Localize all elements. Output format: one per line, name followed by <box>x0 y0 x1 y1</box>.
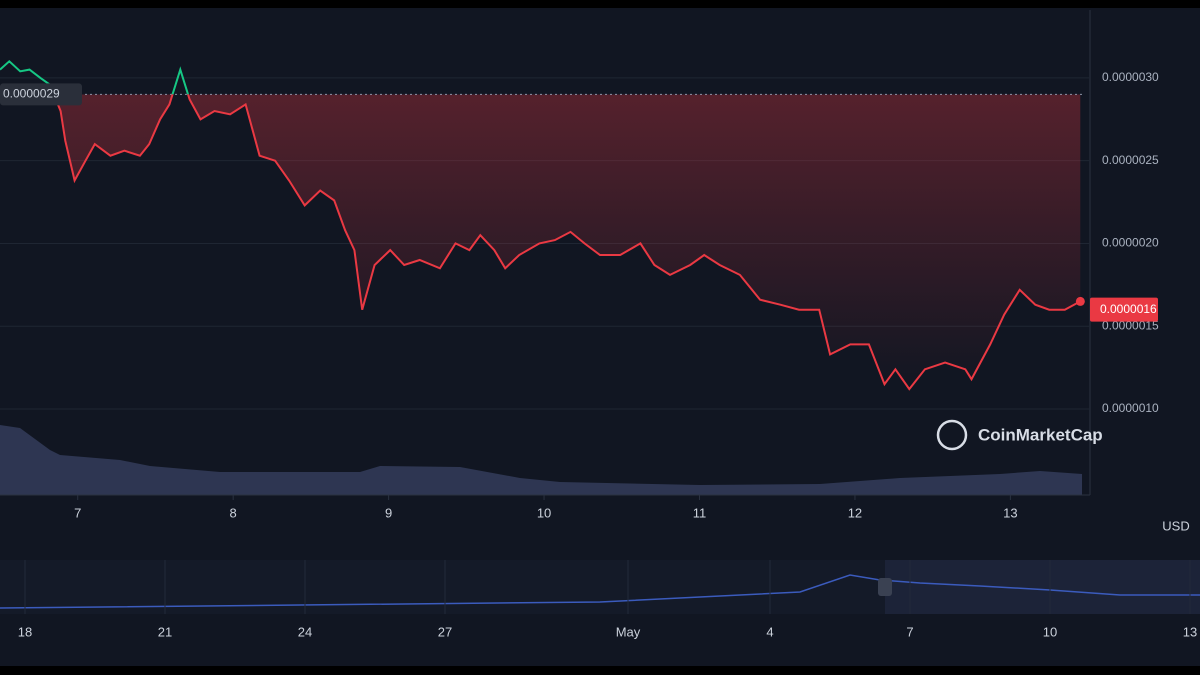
navigator-line <box>0 574 1200 609</box>
navigator-label: 4 <box>766 624 773 639</box>
navigator-label: 18 <box>18 624 32 639</box>
x-tick-label: 9 <box>385 505 392 520</box>
volume-area <box>0 425 1082 495</box>
y-tick-label: 0.0000025 <box>1102 153 1159 167</box>
x-tick-label: 12 <box>848 505 862 520</box>
navigator-label: 7 <box>906 624 913 639</box>
navigator-label: 27 <box>438 624 452 639</box>
x-tick-label: 7 <box>74 505 81 520</box>
currency-label: USD <box>1162 518 1189 533</box>
last-price-label: 0.0000016 <box>1100 302 1157 316</box>
baseline-label: 0.0000029 <box>3 87 60 101</box>
x-tick-label: 13 <box>1003 505 1017 520</box>
y-tick-label: 0.0000010 <box>1102 401 1159 415</box>
navigator-handle[interactable] <box>878 578 892 596</box>
x-tick-label: 10 <box>537 505 551 520</box>
y-tick-label: 0.0000015 <box>1102 318 1159 332</box>
last-point <box>1075 296 1085 306</box>
navigator-label: May <box>616 624 641 639</box>
brand: CoinMarketCap <box>978 425 1103 444</box>
navigator-window <box>885 560 1200 614</box>
navigator-label: 21 <box>158 624 172 639</box>
navigator-label: 24 <box>298 624 312 639</box>
price-line-down <box>52 94 1081 391</box>
x-tick-label: 11 <box>693 505 707 520</box>
baseline-label-box <box>0 83 82 106</box>
navigator-label: 10 <box>1043 624 1057 639</box>
navigator-label: 13 <box>1183 624 1197 639</box>
y-tick-label: 0.0000030 <box>1102 70 1159 84</box>
brand-logo <box>936 419 968 451</box>
y-tick-label: 0.0000020 <box>1102 236 1159 250</box>
last-price-box <box>1090 297 1158 322</box>
area-fill <box>0 94 1081 390</box>
x-tick-label: 8 <box>230 505 237 520</box>
